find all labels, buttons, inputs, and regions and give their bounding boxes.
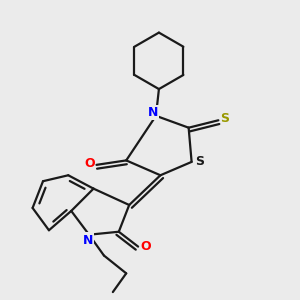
Text: S: S bbox=[195, 155, 204, 168]
Text: O: O bbox=[84, 157, 95, 170]
Text: O: O bbox=[140, 240, 151, 253]
Text: N: N bbox=[148, 106, 158, 119]
Text: S: S bbox=[220, 112, 230, 125]
Text: N: N bbox=[82, 234, 93, 247]
